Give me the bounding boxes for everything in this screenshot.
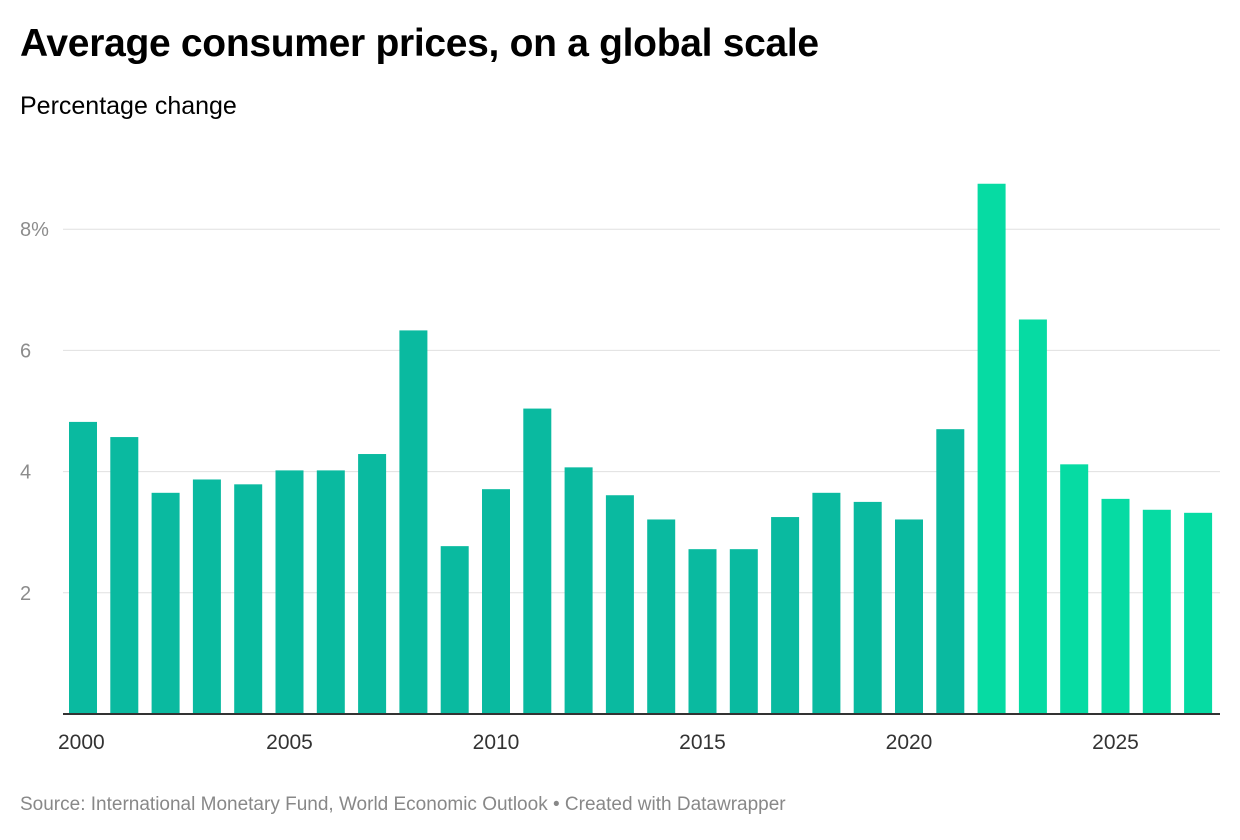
bar <box>564 467 593 714</box>
y-tick-label: 4 <box>20 462 31 484</box>
chart-footer: Source: International Monetary Fund, Wor… <box>20 794 786 816</box>
created-with: Created with Datawrapper <box>564 794 786 815</box>
bar <box>729 549 758 714</box>
footer-separator: • <box>552 794 560 815</box>
bar <box>853 501 882 714</box>
x-tick-label: 2020 <box>886 731 933 754</box>
bar <box>358 454 387 714</box>
source-text: International Monetary Fund, World Econo… <box>90 794 548 815</box>
x-tick-label: 2025 <box>1092 731 1139 754</box>
bar <box>234 484 263 714</box>
bar <box>771 517 800 714</box>
bar <box>110 437 139 714</box>
bar <box>688 549 717 714</box>
bar <box>399 330 428 714</box>
x-tick-label: 2010 <box>473 731 520 754</box>
bar <box>812 492 841 714</box>
bar <box>440 546 469 714</box>
bar <box>316 470 345 714</box>
y-tick-label: 6 <box>20 340 31 362</box>
x-tick-label: 2000 <box>58 731 105 754</box>
bar <box>605 495 634 714</box>
bar <box>1142 509 1171 714</box>
bar <box>69 421 97 714</box>
bar <box>1060 464 1089 714</box>
bar <box>977 183 1006 714</box>
y-tick-label: 8% <box>20 219 49 241</box>
bar <box>647 519 676 714</box>
source-label: Source: <box>20 794 86 815</box>
bar <box>1184 512 1213 714</box>
bar <box>1018 319 1047 714</box>
bar <box>192 479 221 714</box>
bar <box>523 408 552 714</box>
bar <box>482 489 510 714</box>
y-tick-label: 2 <box>20 583 31 605</box>
bar <box>151 492 180 714</box>
bar <box>895 519 923 714</box>
bar <box>1101 498 1130 714</box>
chart-subtitle: Percentage change <box>20 92 237 120</box>
bar <box>936 429 965 714</box>
bar <box>275 470 304 714</box>
x-tick-label: 2005 <box>266 731 313 754</box>
chart-title: Average consumer prices, on a global sca… <box>20 22 819 65</box>
x-tick-label: 2015 <box>679 731 726 754</box>
